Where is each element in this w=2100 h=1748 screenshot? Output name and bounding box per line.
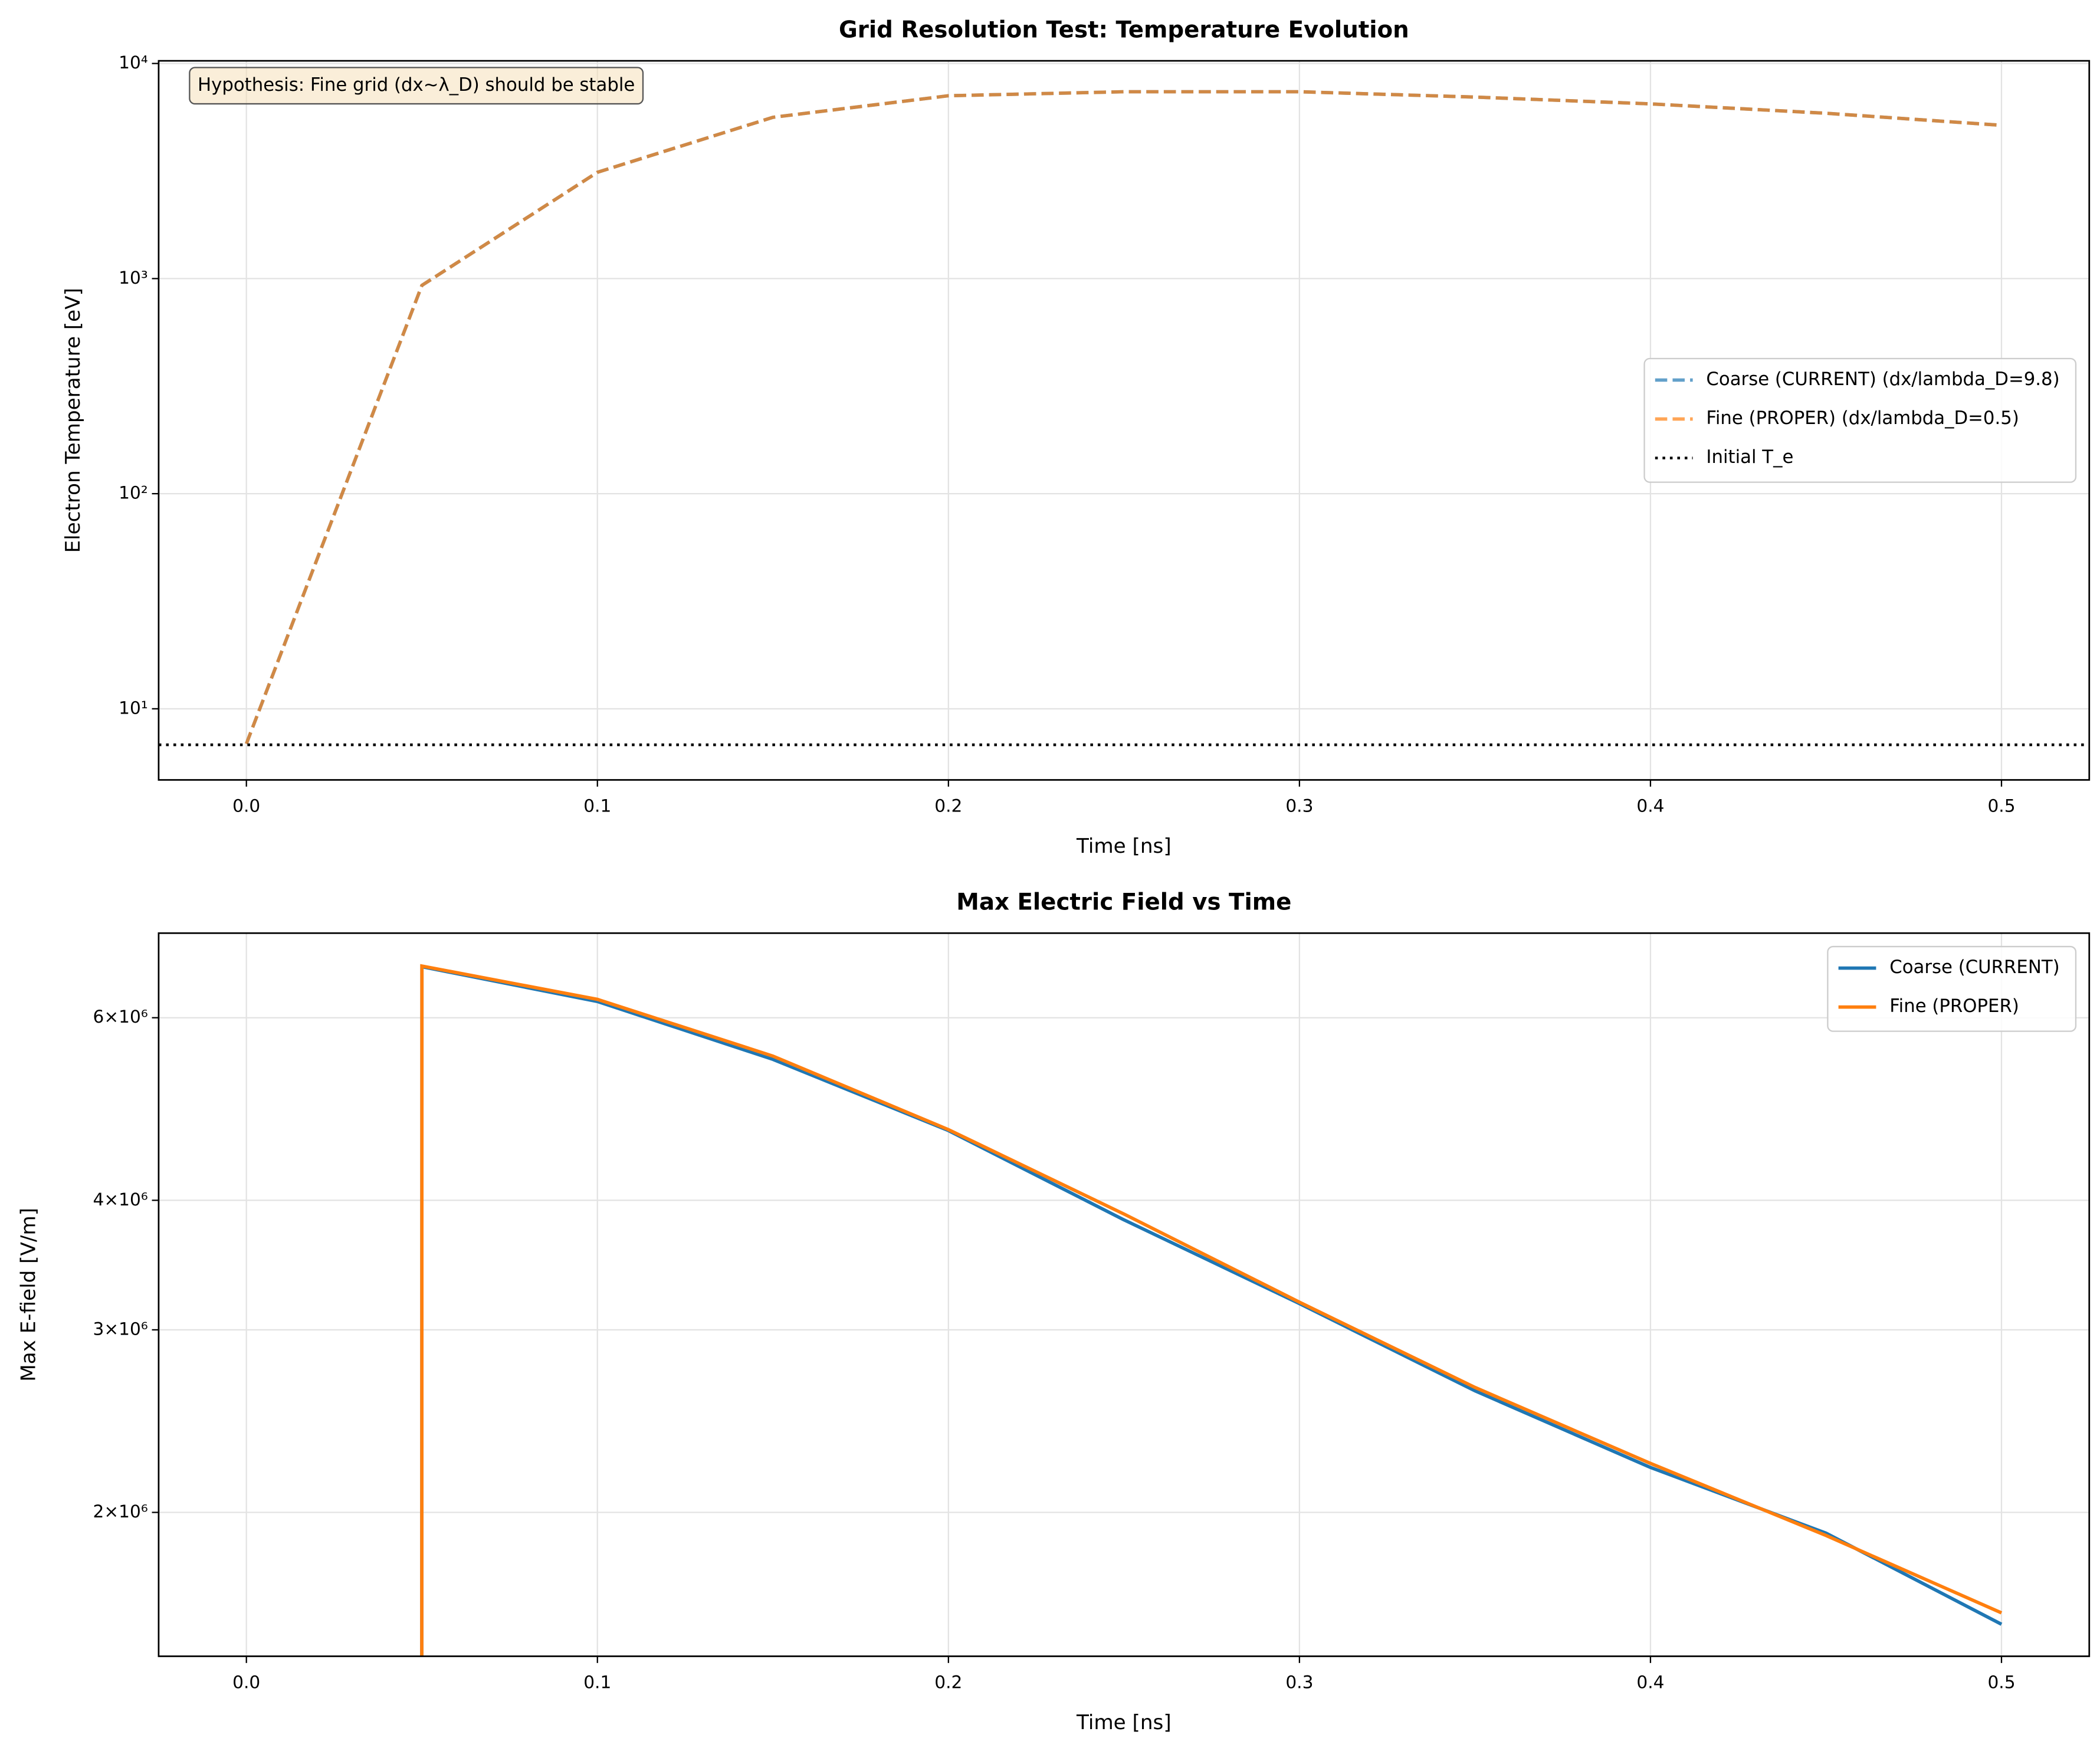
y-tick-label: 6×10⁶: [93, 1007, 148, 1027]
y-tick-label: 10⁴: [119, 52, 148, 73]
series-line: [420, 964, 2003, 1657]
x-axis-label: Time [ns]: [1076, 834, 1172, 858]
y-axis-label: Electron Temperature [eV]: [61, 288, 85, 553]
x-tick-label: 0.0: [232, 1673, 260, 1693]
axes-frame: [158, 60, 2091, 781]
x-tick-label: 0.3: [1285, 1673, 1313, 1693]
y-tick-label: 10¹: [119, 698, 148, 718]
series-line: [420, 964, 2003, 1657]
legend-box: [1643, 357, 2077, 483]
legend-label: Coarse (CURRENT) (dx/lambda_D=9.8): [1706, 369, 2059, 390]
x-tick-label: 0.2: [934, 1673, 962, 1693]
x-tick-label: 0.4: [1636, 1673, 1664, 1693]
chart-title: Max Electric Field vs Time: [956, 889, 1291, 916]
legend-label: Fine (PROPER) (dx/lambda_D=0.5): [1706, 408, 2019, 429]
legend: Coarse (CURRENT) (dx/lambda_D=9.8) Fine (…: [1643, 357, 2077, 483]
x-tick-label: 0.4: [1636, 796, 1664, 816]
chart-title: Grid Resolution Test: Temperature Evolut…: [839, 17, 1409, 43]
annotation-box: [189, 67, 644, 105]
y-axis-label: Max E-field [V/m]: [17, 1208, 41, 1382]
axes-frame: [158, 932, 2091, 1657]
plot-area: [420, 964, 2003, 1657]
legend-label: Fine (PROPER): [1889, 995, 2019, 1017]
x-tick-label: 0.1: [583, 1673, 611, 1693]
y-tick-label: 4×10⁶: [93, 1190, 148, 1210]
x-tick-label: 0.1: [583, 796, 611, 816]
series-line: [245, 90, 2002, 745]
y-tick-label: 3×10⁶: [93, 1319, 148, 1339]
plot-area: [158, 90, 2089, 747]
annotation: Hypothesis: Fine grid (dx~λ_D) should be…: [198, 74, 635, 96]
legend-label: Initial T_e: [1706, 446, 1793, 468]
y-tick-label: 2×10⁶: [93, 1501, 148, 1522]
y-tick-label: 10²: [119, 483, 148, 503]
legend-box: [1827, 945, 2077, 1032]
x-tick-label: 0.5: [1987, 1673, 2015, 1693]
x-axis-label: Time [ns]: [1076, 1711, 1172, 1734]
legend: Coarse (CURRENT) Fine (PROPER): [1827, 945, 2077, 1032]
x-tick-label: 0.3: [1285, 796, 1313, 816]
legend-label: Coarse (CURRENT): [1889, 957, 2059, 978]
x-tick-label: 0.0: [232, 796, 260, 816]
y-tick-label: 10³: [119, 268, 148, 288]
x-tick-label: 0.2: [934, 796, 962, 816]
x-tick-label: 0.5: [1987, 796, 2015, 816]
